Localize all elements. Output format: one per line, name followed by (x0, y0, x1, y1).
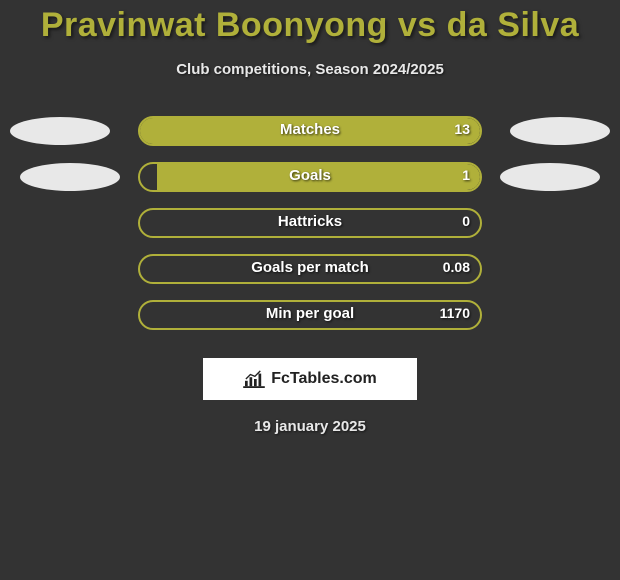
stat-label: Goals (289, 167, 331, 184)
stat-row: Hattricks 0 (0, 200, 620, 246)
chart-icon (243, 370, 265, 388)
stat-label: Hattricks (278, 213, 342, 230)
subtitle: Club competitions, Season 2024/2025 (0, 61, 620, 78)
date-text: 19 january 2025 (0, 418, 620, 435)
stat-row: Matches 13 (0, 108, 620, 154)
stat-value-right: 1 (462, 167, 470, 183)
stat-label: Matches (280, 121, 340, 138)
stat-label: Min per goal (266, 305, 354, 322)
stat-value-right: 0.08 (443, 259, 470, 275)
stats-area: Matches 13 Goals 1 Hattricks 0 Goals per… (0, 108, 620, 338)
stat-row: Goals 1 (0, 154, 620, 200)
page-title: Pravinwat Boonyong vs da Silva (0, 0, 620, 45)
stat-row: Min per goal 1170 (0, 292, 620, 338)
logo-text: FcTables.com (271, 370, 377, 388)
stat-value-right: 0 (462, 213, 470, 229)
stat-value-right: 1170 (440, 305, 470, 321)
stat-row: Goals per match 0.08 (0, 246, 620, 292)
stat-value-right: 13 (454, 121, 470, 137)
stat-label: Goals per match (251, 259, 369, 276)
logo-box[interactable]: FcTables.com (203, 358, 417, 400)
